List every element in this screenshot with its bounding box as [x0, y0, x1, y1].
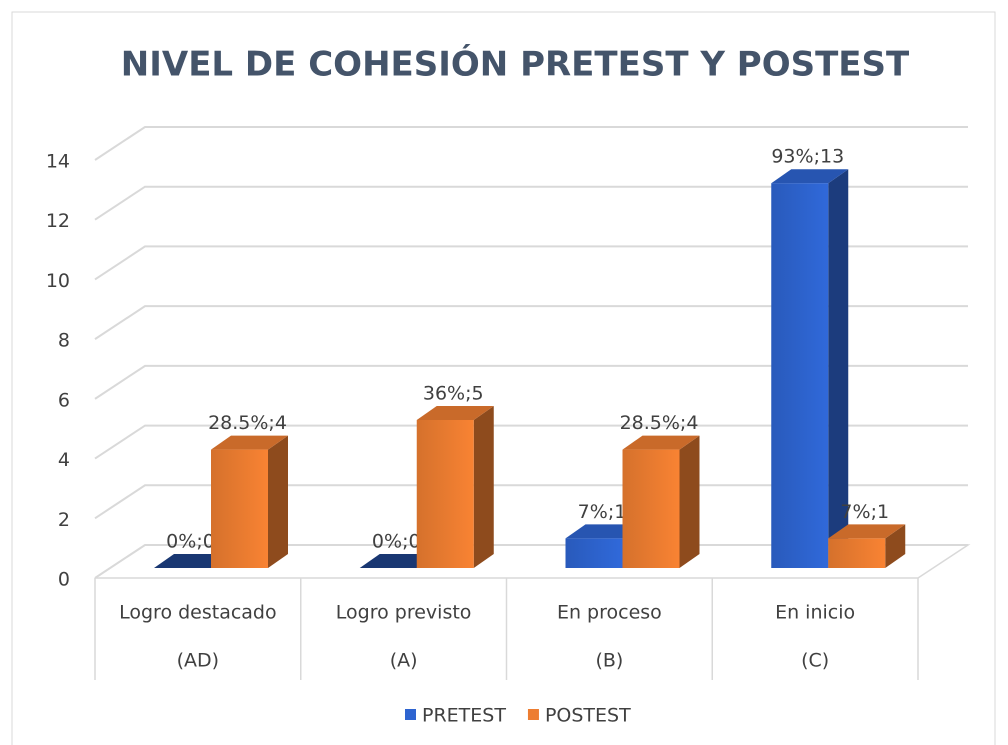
y-tick-label: 0: [58, 569, 70, 591]
bar-side: [473, 406, 494, 568]
bar-side: [268, 435, 288, 568]
bar-side: [885, 524, 906, 568]
data-label: 0%;0: [372, 531, 421, 553]
grid-line: [94, 305, 968, 340]
grid-line: [94, 364, 968, 400]
data-label: 28.5%;4: [208, 412, 287, 434]
bar: [211, 449, 268, 568]
legend-label: PRETEST: [422, 705, 506, 727]
bar-side: [679, 435, 700, 568]
data-label: 36%;5: [423, 383, 484, 405]
data-label: 7%;1: [578, 501, 627, 523]
bar: [828, 538, 886, 568]
legend-swatch: [405, 709, 416, 720]
bar: [565, 538, 623, 568]
x-tick-label: En proceso: [557, 602, 662, 624]
bar-top: [211, 435, 288, 450]
x-tick-label: (A): [390, 650, 418, 672]
grid-line: [94, 126, 968, 161]
x-tick-label: (C): [801, 650, 829, 672]
legend-label: POSTEST: [545, 705, 631, 727]
y-tick-label: 12: [46, 210, 70, 232]
y-tick-label: 8: [58, 330, 70, 352]
x-tick-label: Logro destacado: [119, 602, 277, 624]
bar-side: [828, 169, 849, 568]
data-label: 28.5%;4: [620, 412, 699, 434]
grid-line: [94, 245, 968, 281]
grid-line: [94, 424, 968, 460]
bar: [622, 449, 680, 568]
legend-swatch: [527, 709, 539, 720]
y-tick-label: 6: [58, 389, 70, 411]
bar-top: [771, 169, 849, 184]
floor: [94, 544, 971, 579]
chart-title: NIVEL DE COHESIÓN PRETEST Y POSTEST: [121, 44, 910, 85]
bar-top: [828, 524, 906, 539]
grid-line: [94, 185, 968, 221]
data-label: 0%;0: [166, 531, 215, 553]
y-tick-label: 14: [46, 151, 70, 173]
x-tick-label: En inicio: [775, 602, 855, 624]
x-tick-label: Logro previsto: [336, 602, 472, 624]
x-tick-label: (AD): [177, 650, 219, 672]
bar: [771, 183, 829, 568]
y-tick-label: 4: [58, 449, 70, 471]
bar-top: [416, 406, 494, 420]
y-tick-label: 2: [58, 509, 70, 531]
x-tick-label: (B): [595, 650, 623, 672]
bar: [416, 420, 474, 568]
data-label: 7%;1: [840, 501, 889, 523]
y-tick-label: 10: [46, 270, 70, 292]
data-label: 93%;13: [771, 146, 844, 168]
bar-top: [622, 435, 700, 450]
